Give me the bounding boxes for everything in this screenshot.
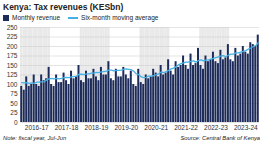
svg-text:25: 25: [10, 109, 18, 116]
svg-text:0: 0: [14, 119, 18, 126]
svg-text:125: 125: [7, 71, 18, 78]
svg-text:2016-17: 2016-17: [25, 124, 49, 131]
html-text:Note: fiscal year, Jul-Jun: Note: fiscal year, Jul-Jun: [3, 135, 67, 141]
svg-text:2021-22: 2021-22: [174, 124, 198, 131]
svg-text:250: 250: [7, 24, 18, 31]
svg-text:175: 175: [7, 52, 18, 59]
html-text:Monthly revenue: Monthly revenue: [12, 14, 61, 21]
svg-text:2022-23: 2022-23: [204, 124, 228, 131]
svg-text:225: 225: [7, 33, 18, 40]
svg-text:50: 50: [10, 100, 18, 107]
svg-text:200: 200: [7, 43, 18, 50]
svg-text:100: 100: [7, 81, 18, 88]
svg-text:2020-21: 2020-21: [144, 124, 168, 131]
svg-text:2019-20: 2019-20: [114, 124, 138, 131]
svg-text:2018-19: 2018-19: [85, 124, 109, 131]
svg-text:2017-18: 2017-18: [55, 124, 79, 131]
svg-text:150: 150: [7, 62, 18, 69]
html-text:Kenya: Tax revenues (KESbn): Kenya: Tax revenues (KESbn): [3, 2, 124, 12]
html-text:Six-month moving average: Six-month moving average: [81, 14, 159, 21]
html-text:Source: Central Bank of Kenya: Source: Central Bank of Kenya: [180, 135, 260, 141]
svg-text:2023-24: 2023-24: [234, 124, 258, 131]
svg-text:75: 75: [10, 90, 18, 97]
